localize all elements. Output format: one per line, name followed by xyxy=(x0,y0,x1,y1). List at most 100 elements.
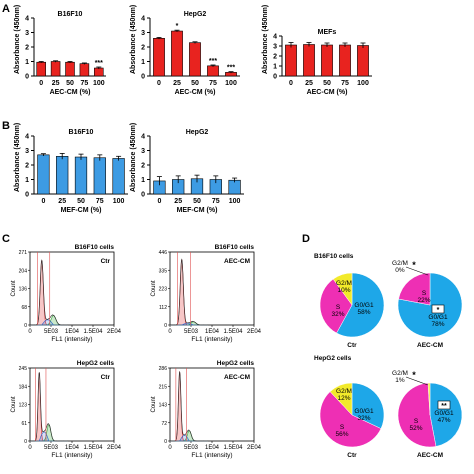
y-tick-label: 1 xyxy=(25,59,29,66)
pie-label: G0/G1 xyxy=(354,302,374,309)
x-axis-label: AEC-CM (%) xyxy=(307,89,348,96)
pie-percent: 1% xyxy=(395,377,405,384)
y-axis-label: Absorbance (450nm) xyxy=(130,123,137,192)
x-tick-label: 0 xyxy=(168,329,172,335)
panel-letter-D: D xyxy=(302,233,310,245)
y-tick-label: 4 xyxy=(25,134,29,141)
bar xyxy=(171,30,183,77)
significance-box xyxy=(431,304,445,314)
pie-slice xyxy=(319,278,353,334)
y-tick-label: 184 xyxy=(19,384,28,390)
y-tick-label: 123 xyxy=(19,403,28,409)
panel-letter-C: C xyxy=(2,233,10,245)
bar xyxy=(50,61,61,77)
bar xyxy=(285,44,297,77)
y-axis-label: Absorbance (450nm) xyxy=(262,5,269,74)
histogram-C4: 0 72 143 215 286 0 5E03 1E04 1.5E04 2E04 Count FL1 … xyxy=(151,360,262,459)
histogram-title: HepG2 cells xyxy=(217,360,255,367)
y-tick-label: 0 xyxy=(141,192,145,199)
pie-percent: 52% xyxy=(409,425,422,432)
pie-condition-label: AEC-CM xyxy=(417,452,443,459)
pie-label: G0/G1 xyxy=(428,314,448,321)
y-tick-label: 286 xyxy=(159,366,168,372)
x-tick-label: 100 xyxy=(113,198,125,205)
y-tick-label: 446 xyxy=(159,250,168,256)
y-tick-label: 0 xyxy=(25,192,29,199)
x-tick-label: 2E04 xyxy=(247,445,262,451)
x-axis-label: MEF-CM (%) xyxy=(177,207,218,214)
bar-chart-A2: 0 1 2 3 4 Absorbance (450nm) HepG2 0 * 25 50 *** 75 *… xyxy=(130,5,240,96)
pie-slice xyxy=(398,272,431,306)
x-tick-label: 100 xyxy=(357,80,369,87)
pie-condition-label: AEC-CM xyxy=(417,342,443,349)
bar-chart-A3: 0 1 2 3 4 Absorbance (450nm) MEFs 0 25 50 75 100 AEC… xyxy=(262,5,372,96)
pie-slice xyxy=(319,391,382,448)
y-axis-label: Count xyxy=(11,396,17,412)
chart-title: MEFs xyxy=(318,29,337,36)
g1-peak-fit xyxy=(170,258,208,326)
y-axis-label: Absorbance (450nm) xyxy=(14,123,21,192)
pie-percent: 12% xyxy=(337,395,350,402)
x-tick-label: 75 xyxy=(209,80,217,87)
chart-title: B16F10 xyxy=(58,11,83,18)
x-tick-label: 1.5E04 xyxy=(223,329,243,335)
pie-label: G2/M xyxy=(392,260,408,267)
y-tick-label: 2 xyxy=(273,54,277,61)
condition-label: Ctr xyxy=(101,374,111,381)
y-tick-label: 0 xyxy=(24,323,27,329)
x-tick-label: 0 xyxy=(157,198,161,205)
bar xyxy=(65,61,75,77)
pie-slice xyxy=(429,382,463,447)
pie-group-label: HepG2 cells xyxy=(314,355,352,362)
x-tick-label: 1.5E04 xyxy=(83,445,103,451)
histogram-line xyxy=(169,371,208,442)
y-tick-label: 3 xyxy=(273,44,277,51)
y-tick-label: 143 xyxy=(159,403,168,409)
pie-slice xyxy=(336,272,385,338)
y-tick-label: 2 xyxy=(25,45,29,52)
x-tick-label: 1.5E04 xyxy=(83,329,103,335)
pie-slice xyxy=(332,272,353,306)
bar xyxy=(79,63,90,77)
histogram-title: B16F10 cells xyxy=(75,244,115,251)
y-tick-label: 271 xyxy=(19,250,28,256)
y-tick-label: 245 xyxy=(19,366,28,372)
x-axis-label: FL1 (intensity) xyxy=(51,452,92,459)
x-tick-label: 75 xyxy=(341,80,349,87)
chart-title: HepG2 xyxy=(184,11,207,18)
condition-label: AEC-CM xyxy=(224,374,250,381)
histogram-C2: 0 112 223 335 446 0 5E03 1E04 1.5E04 2E04 Count FL1… xyxy=(151,244,262,343)
x-tick-label: 0 xyxy=(157,80,161,87)
y-tick-label: 4 xyxy=(141,134,145,141)
x-tick-label: 100 xyxy=(225,80,237,87)
bar xyxy=(94,67,104,77)
y-axis-label: Count xyxy=(11,280,17,296)
y-tick-label: 2 xyxy=(141,163,145,170)
y-tick-label: 2 xyxy=(141,45,145,52)
significance-mark: * xyxy=(176,23,179,30)
y-tick-label: 223 xyxy=(159,287,168,293)
bar-chart-B1: 0 1 2 3 4 Absorbance (450nm) B16F10 0 25 50 75 100 M… xyxy=(14,123,128,214)
bar xyxy=(37,154,50,195)
condition-label: Ctr xyxy=(101,258,111,265)
x-tick-label: 100 xyxy=(229,198,241,205)
y-tick-label: 72 xyxy=(161,421,167,427)
pie-condition-label: Ctr xyxy=(347,342,357,349)
pie-label: S xyxy=(336,304,341,311)
y-tick-label: 1 xyxy=(141,59,145,66)
histogram-C1: 0 68 136 204 271 0 5E03 1E04 1.5E04 2E04 Count FL1 … xyxy=(11,244,122,343)
y-tick-label: 0 xyxy=(164,439,167,445)
y-tick-label: 204 xyxy=(19,268,28,274)
bar-chart-B2: 0 1 2 3 4 Absorbance (450nm) HepG2 0 25 50 75 100 ME… xyxy=(130,123,244,214)
x-axis-label: AEC-CM (%) xyxy=(50,89,91,96)
x-tick-label: 0 xyxy=(39,80,43,87)
pie-percent: 47% xyxy=(437,417,450,424)
x-tick-label: 2E04 xyxy=(107,445,122,451)
x-axis-label: MEF-CM (%) xyxy=(61,207,102,214)
leader-line xyxy=(405,376,429,386)
y-tick-label: 4 xyxy=(25,16,29,23)
x-axis-label: FL1 (intensity) xyxy=(51,336,92,343)
panel-letter-A: A xyxy=(2,3,10,15)
x-axis-label: FL1 (intensity) xyxy=(191,336,232,343)
